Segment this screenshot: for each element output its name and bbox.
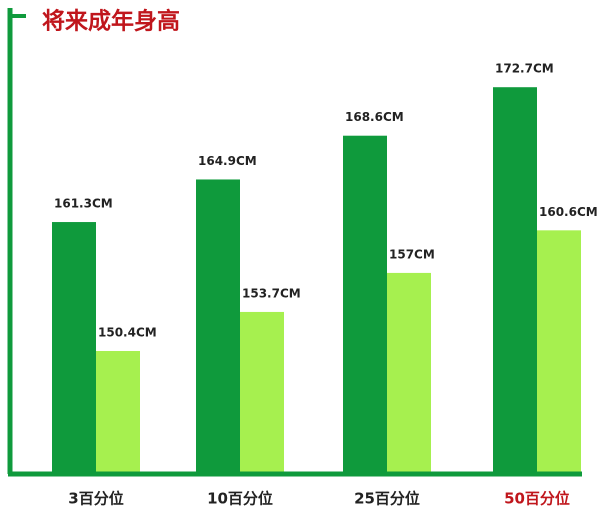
value-label: 160.6CM	[539, 205, 598, 219]
bar	[96, 350, 140, 474]
value-label: 161.3CM	[54, 197, 113, 211]
bar	[387, 272, 431, 474]
value-label: 172.7CM	[495, 62, 554, 76]
x-tick-label: 10百分位	[207, 490, 273, 508]
bar	[52, 222, 96, 474]
bar	[196, 179, 240, 474]
bar	[240, 311, 284, 474]
x-tick-label: 25百分位	[354, 490, 420, 508]
x-tick-label: 3百分位	[68, 490, 123, 508]
x-tick-label: 50百分位	[504, 490, 570, 508]
value-label: 153.7CM	[242, 286, 301, 300]
bar	[493, 87, 537, 474]
value-label: 164.9CM	[198, 154, 257, 168]
value-label: 168.6CM	[345, 110, 404, 124]
value-label: 157CM	[389, 247, 435, 261]
bar	[537, 230, 581, 474]
chart-title: 将来成年身高	[42, 8, 180, 35]
value-label: 150.4CM	[98, 325, 157, 339]
bar	[343, 135, 387, 474]
